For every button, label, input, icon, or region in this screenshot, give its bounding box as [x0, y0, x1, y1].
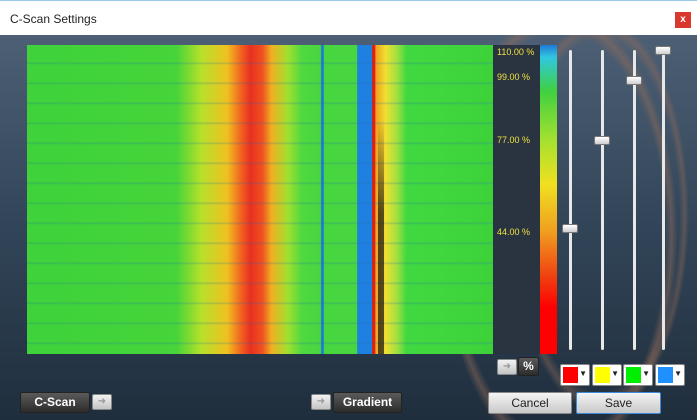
- percent-button[interactable]: %: [518, 357, 539, 376]
- color-dropdown[interactable]: ▼: [655, 364, 685, 386]
- title-bar: [0, 0, 697, 35]
- color-dropdown[interactable]: ▼: [560, 364, 590, 386]
- gradient-button[interactable]: Gradient: [333, 392, 402, 413]
- slider-thumb[interactable]: [562, 224, 578, 233]
- slider-track: [662, 50, 665, 350]
- cancel-button[interactable]: Cancel: [488, 392, 572, 414]
- close-button[interactable]: x: [675, 12, 691, 28]
- scale-label: 44.00 %: [497, 227, 530, 237]
- color-bar: [540, 45, 557, 354]
- scale-panel: [493, 45, 540, 354]
- window-title: C-Scan Settings: [10, 12, 97, 26]
- arrow-icon[interactable]: ➜: [497, 359, 517, 375]
- slider-thumb[interactable]: [594, 136, 610, 145]
- slider-thumb[interactable]: [655, 46, 671, 55]
- dialog: C-Scan Settings x 110.00 % 99.00 % 77.00…: [0, 0, 697, 420]
- scale-label: 77.00 %: [497, 135, 530, 145]
- arrow-icon[interactable]: ➜: [92, 394, 112, 410]
- arrow-icon[interactable]: ➜: [311, 394, 331, 410]
- scale-label: 110.00 %: [497, 47, 534, 57]
- slider-track: [569, 50, 572, 350]
- scale-label: 99.00 %: [497, 72, 530, 82]
- slider-track: [601, 50, 604, 350]
- color-dropdown[interactable]: ▼: [623, 364, 653, 386]
- scan-streak: [378, 120, 384, 354]
- c-scan-button[interactable]: C-Scan: [20, 392, 90, 413]
- color-dropdown[interactable]: ▼: [592, 364, 622, 386]
- save-button[interactable]: Save: [576, 392, 661, 414]
- slider-track: [633, 50, 636, 350]
- slider-thumb[interactable]: [626, 76, 642, 85]
- c-scan-image: [27, 45, 493, 354]
